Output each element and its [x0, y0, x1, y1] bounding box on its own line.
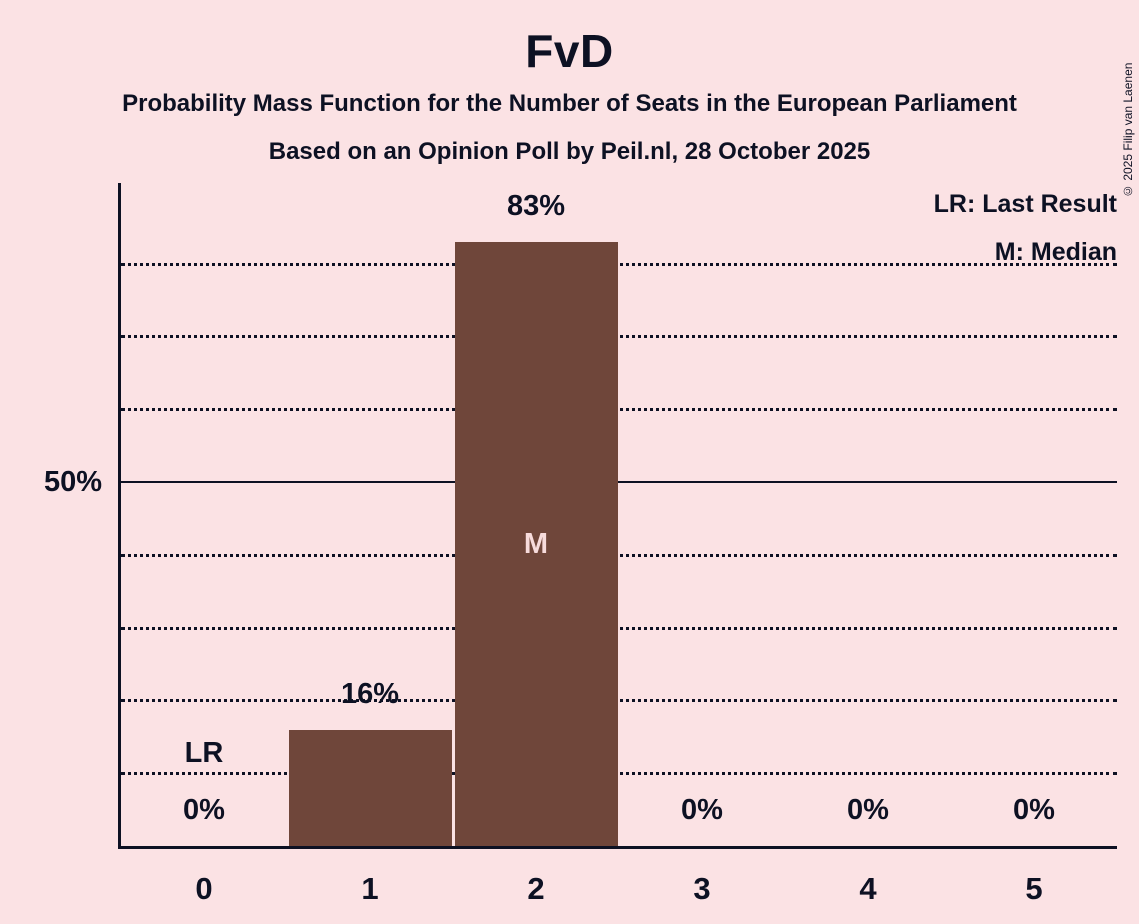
value-label-seat-1: 16% [340, 677, 400, 710]
value-label-seat-3: 0% [681, 794, 723, 826]
x-axis-tick-3: 3 [693, 871, 711, 906]
chart-title: FvD [525, 25, 614, 77]
gridline-30 [121, 626, 1117, 630]
gridline-10 [121, 772, 1117, 776]
x-axis-tick-5: 5 [1025, 871, 1043, 906]
copyright-notice: © 2025 Filip van Laenen [1121, 62, 1135, 198]
chart-legend: LR: Last Result M: Median [934, 180, 1117, 276]
gridline-70 [121, 335, 1117, 339]
bar-seat-1 [288, 729, 452, 846]
gridline-50-solid [121, 481, 1117, 483]
legend-item-median: M: Median [994, 238, 1117, 266]
x-axis-line [118, 846, 1117, 849]
value-label-seat-5: 0% [1013, 794, 1055, 826]
bar-seat-2 [454, 241, 618, 846]
x-axis-tick-4: 4 [859, 871, 877, 906]
y-axis-tick-label: 50% [43, 466, 102, 498]
gridline-80 [121, 262, 1117, 266]
value-label-seat-4: 0% [847, 794, 889, 826]
x-axis-tick-0: 0 [195, 871, 213, 906]
chart-subtitle: Probability Mass Function for the Number… [122, 90, 1017, 117]
value-label-seat-2: 83% [506, 189, 566, 222]
x-axis-tick-1: 1 [361, 871, 379, 906]
x-axis-tick-2: 2 [527, 871, 545, 906]
gridline-20 [121, 699, 1117, 703]
gridline-40 [121, 553, 1117, 557]
last-result-marker: LR [184, 737, 224, 770]
chart-source-line: Based on an Opinion Poll by Peil.nl, 28 … [268, 138, 871, 165]
gridline-60 [121, 408, 1117, 412]
y-axis-line [118, 183, 121, 849]
legend-item-last-result: LR: Last Result [933, 190, 1117, 218]
median-marker: M [523, 527, 549, 560]
value-label-seat-0: 0% [183, 794, 225, 826]
